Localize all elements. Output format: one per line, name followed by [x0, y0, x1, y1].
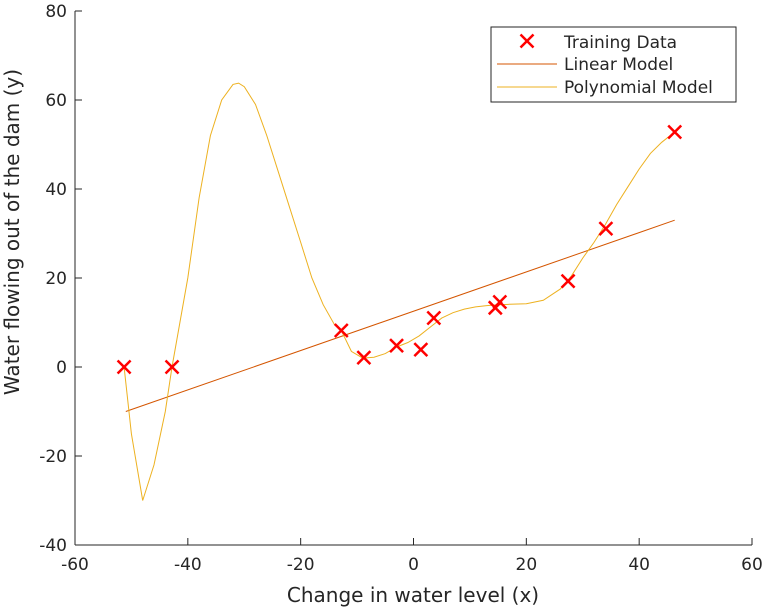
- training-data-point: [333, 323, 349, 338]
- training-data-point: [413, 342, 429, 358]
- x-axis-title: Change in water level (x): [287, 583, 539, 607]
- y-axis-ticks: -40 -20 0 20 40 60 80: [39, 2, 82, 556]
- legend-x-marker: [519, 33, 535, 49]
- x-tick-label: -60: [61, 555, 89, 575]
- legend-x-marker-icon: [519, 33, 535, 49]
- legend-label-polynomial-model: Polynomial Model: [564, 78, 713, 98]
- training-data-point-stroke: [492, 294, 508, 310]
- x-tick-label: -20: [287, 555, 315, 575]
- training-data-point: [164, 359, 180, 375]
- polynomial-model-line: [123, 82, 676, 501]
- legend-label-training-data: Training Data: [563, 33, 677, 53]
- training-data-point-stroke: [116, 359, 132, 375]
- training-data-point: [389, 338, 404, 354]
- y-axis-title: Water flowing out of the dam (y): [0, 69, 24, 395]
- training-data-point: [492, 294, 508, 310]
- training-data-point: [598, 221, 614, 236]
- y-tick-label: 0: [56, 358, 67, 378]
- linear-model-line: [125, 219, 675, 412]
- x-tick-label: 0: [408, 555, 419, 575]
- legend-label-linear-model: Linear Model: [564, 55, 673, 75]
- x-axis-ticks: -60 -40 -20 0 20 40 60: [61, 538, 763, 575]
- x-tick-label: 20: [516, 555, 538, 575]
- training-data-point: [356, 350, 372, 366]
- x-tick-label: 40: [628, 555, 650, 575]
- training-data-point-stroke: [333, 323, 349, 338]
- training-data-point-stroke: [667, 124, 683, 140]
- legend-entry-polynomial-model: Polynomial Model: [497, 78, 713, 98]
- plot-area: [116, 82, 683, 501]
- legend: Training Data Linear Model Polynomial Mo…: [490, 26, 737, 103]
- y-tick-label: 20: [45, 269, 67, 289]
- training-data-point-stroke: [426, 310, 442, 326]
- training-data-point: [560, 273, 576, 289]
- training-data-point-stroke: [356, 350, 372, 366]
- training-data-point: [667, 124, 683, 140]
- y-tick-label: 60: [45, 91, 67, 111]
- training-data-point-stroke: [389, 338, 404, 354]
- x-tick-label: 60: [741, 555, 763, 575]
- training-data-point: [116, 359, 132, 375]
- training-data-point-stroke: [598, 221, 614, 236]
- y-tick-label: 40: [45, 180, 67, 200]
- y-tick-label: -20: [39, 447, 67, 467]
- training-data-point: [426, 310, 442, 326]
- legend-entry-training-data: Training Data: [519, 33, 677, 53]
- legend-entry-linear-model: Linear Model: [497, 55, 673, 75]
- training-data-point-stroke: [560, 273, 576, 289]
- training-data-point-stroke: [164, 359, 180, 375]
- training-data-point-stroke: [413, 342, 429, 358]
- y-tick-label: -40: [39, 536, 67, 556]
- y-tick-label: 80: [45, 2, 67, 22]
- legend-x-marker-stroke: [519, 33, 535, 49]
- x-tick-label: -40: [174, 555, 202, 575]
